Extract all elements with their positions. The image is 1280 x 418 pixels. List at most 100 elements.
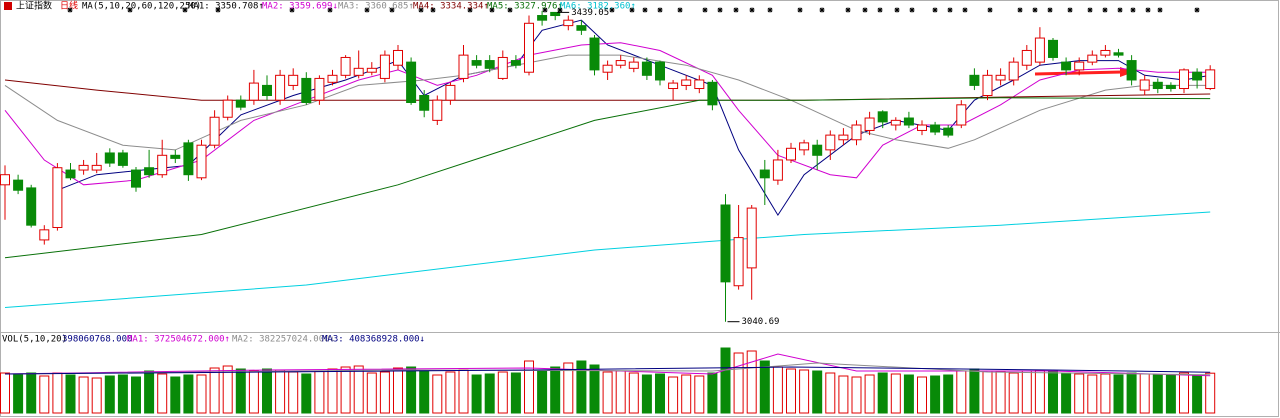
candle-body — [930, 124, 941, 133]
star — [819, 7, 825, 13]
candle-body — [877, 111, 888, 123]
arrow — [1034, 70, 1123, 76]
star — [389, 7, 395, 13]
candle-body — [248, 82, 259, 101]
volume-bar — [26, 372, 37, 414]
candle-body — [484, 60, 495, 69]
star — [862, 7, 868, 13]
star — [702, 7, 708, 13]
star — [489, 7, 495, 13]
star-row — [67, 7, 1200, 13]
candle-body — [91, 164, 102, 171]
candle-body — [943, 127, 954, 136]
candle-body — [288, 74, 299, 86]
candle-body — [1087, 54, 1098, 63]
candle-body — [235, 99, 246, 108]
candle-body — [1074, 61, 1085, 71]
volume-bar — [1113, 374, 1124, 414]
candle-body — [196, 144, 207, 179]
legend-entry: MA3: 3360.685↑ — [338, 2, 414, 12]
candle-body — [1165, 84, 1176, 90]
volume-bar — [668, 376, 679, 414]
candle-body — [170, 154, 181, 159]
volume-bar — [1126, 372, 1137, 414]
candle-body — [969, 74, 980, 86]
candle-body — [628, 61, 639, 69]
candle-body — [406, 61, 417, 103]
volume-bar — [393, 367, 403, 414]
candle-body — [668, 82, 679, 90]
volume-bar — [39, 375, 50, 414]
ma-line — [4, 79, 1211, 101]
star — [127, 7, 133, 13]
star — [1047, 7, 1053, 13]
volume-bar — [969, 368, 980, 414]
volume-bar — [1192, 375, 1203, 414]
volume-bar — [65, 374, 76, 414]
ma-line — [4, 97, 1211, 259]
candle-body — [1048, 39, 1058, 58]
volume-bar — [78, 376, 89, 414]
candle-body — [864, 117, 875, 131]
volume-bar — [91, 377, 102, 414]
candle-body — [327, 74, 338, 83]
candle-body — [52, 167, 63, 229]
star — [1145, 7, 1151, 13]
candle-body — [1100, 49, 1111, 56]
legend-entry: MA1: 372504672.000↑ — [127, 335, 230, 345]
candle-body — [641, 61, 652, 76]
volume-bar — [589, 364, 600, 414]
volume-bar — [379, 371, 390, 414]
candle-body — [131, 169, 141, 188]
volume-bar — [641, 374, 652, 414]
star — [629, 7, 635, 13]
legend-entry: MA6: 3182.360↑ — [560, 2, 636, 12]
period: 日线 — [60, 0, 78, 12]
star — [642, 7, 648, 13]
volume-bar — [1008, 372, 1019, 414]
candle-body — [1034, 37, 1045, 63]
candle-body — [733, 237, 744, 287]
candle-body — [890, 119, 901, 126]
candle-body — [995, 74, 1006, 81]
volume-bar — [170, 376, 181, 414]
star — [1102, 7, 1108, 13]
volume-bar — [52, 372, 63, 414]
volume-bar — [917, 376, 927, 414]
volume-bar — [943, 374, 954, 414]
candle-body — [39, 229, 50, 241]
volume-bar — [0, 372, 10, 414]
volume-last: 398060768.000 — [62, 335, 132, 345]
volume-bar — [746, 350, 757, 414]
candle-body — [589, 37, 600, 71]
star — [947, 7, 953, 13]
volume-bar — [1139, 373, 1150, 414]
star — [797, 7, 803, 13]
volume-bar — [1074, 373, 1085, 414]
star — [1130, 7, 1136, 13]
candle-body — [563, 19, 574, 27]
star — [430, 7, 436, 13]
legend-entry: MA4: 3334.334↑ — [413, 2, 489, 12]
volume-bar — [419, 370, 430, 414]
star — [1157, 7, 1163, 13]
candle-body — [903, 117, 914, 126]
candle-body — [524, 22, 534, 73]
candle-body — [825, 134, 836, 151]
star — [1087, 7, 1093, 13]
volume-bar — [196, 374, 207, 414]
star — [877, 7, 883, 13]
star — [327, 7, 333, 13]
volume-bar — [366, 372, 377, 414]
star — [1032, 7, 1038, 13]
candle-body — [510, 60, 521, 66]
title: 上证指数 — [16, 0, 52, 12]
star — [418, 7, 424, 13]
candle-body — [1205, 69, 1216, 90]
candle-body — [301, 77, 312, 103]
volume-bar — [576, 360, 587, 414]
star — [767, 7, 773, 13]
volume-bar — [458, 369, 469, 414]
candle-body — [117, 152, 128, 166]
